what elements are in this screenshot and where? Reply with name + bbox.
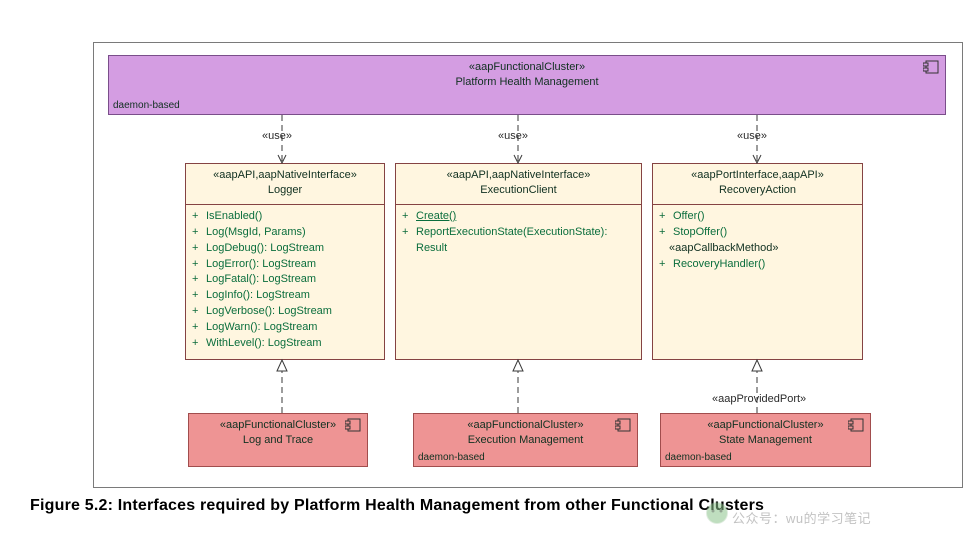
exec-mgmt-tag: daemon-based (418, 452, 485, 463)
state-mgmt-stereotype: «aapFunctionalCluster» (665, 418, 866, 433)
exec-client-header: «aapAPI,aapNativeInterface» ExecutionCli… (396, 164, 641, 205)
recovery-name: RecoveryAction (657, 183, 858, 198)
component-icon (615, 418, 631, 432)
state-mgmt-header: «aapFunctionalCluster» State Management (661, 414, 870, 454)
watermark-icon (706, 502, 728, 524)
component-icon (345, 418, 361, 432)
edge-label-use-3: «use» (737, 130, 767, 142)
state-mgmt-tag: daemon-based (665, 452, 732, 463)
node-recovery: «aapPortInterface,aapAPI» RecoveryAction… (652, 163, 863, 360)
recovery-stereotype: «aapPortInterface,aapAPI» (657, 168, 858, 183)
phm-stereotype: «aapFunctionalCluster» (113, 60, 941, 75)
exec-mgmt-stereotype: «aapFunctionalCluster» (418, 418, 633, 433)
node-state-mgmt: «aapFunctionalCluster» State Management … (660, 413, 871, 467)
node-logger: «aapAPI,aapNativeInterface» Logger +IsEn… (185, 163, 385, 360)
node-phm: «aapFunctionalCluster» Platform Health M… (108, 55, 946, 115)
node-log-trace: «aapFunctionalCluster» Log and Trace (188, 413, 368, 467)
log-trace-stereotype: «aapFunctionalCluster» (193, 418, 363, 433)
component-icon (923, 60, 939, 74)
node-exec-client: «aapAPI,aapNativeInterface» ExecutionCli… (395, 163, 642, 360)
edge-label-use-2: «use» (498, 130, 528, 142)
exec-client-name: ExecutionClient (400, 183, 637, 198)
exec-client-stereotype: «aapAPI,aapNativeInterface» (400, 168, 637, 183)
exec-mgmt-name: Execution Management (418, 433, 633, 448)
phm-name: Platform Health Management (113, 75, 941, 90)
edge-label-use-1: «use» (262, 130, 292, 142)
logger-stereotype: «aapAPI,aapNativeInterface» (190, 168, 380, 183)
logger-name: Logger (190, 183, 380, 198)
log-trace-name: Log and Trace (193, 433, 363, 448)
log-trace-header: «aapFunctionalCluster» Log and Trace (189, 414, 367, 454)
edge-label-providedport: «aapProvidedPort» (712, 393, 806, 405)
component-icon (848, 418, 864, 432)
logger-header: «aapAPI,aapNativeInterface» Logger (186, 164, 384, 205)
recovery-header: «aapPortInterface,aapAPI» RecoveryAction (653, 164, 862, 205)
logger-ops: +IsEnabled() +Log(MsgId, Params) +LogDeb… (186, 205, 384, 356)
watermark-text: 公众号：wu的学习笔记 (732, 508, 871, 527)
state-mgmt-name: State Management (665, 433, 866, 448)
exec-client-ops: +Create() +ReportExecutionState(Executio… (396, 205, 641, 261)
recovery-op-stereo: «aapCallbackMethod» (659, 241, 856, 257)
node-exec-mgmt: «aapFunctionalCluster» Execution Managem… (413, 413, 638, 467)
node-phm-header: «aapFunctionalCluster» Platform Health M… (109, 56, 945, 96)
phm-tag: daemon-based (113, 100, 180, 111)
recovery-ops: +Offer() +StopOffer() «aapCallbackMethod… (653, 205, 862, 277)
exec-mgmt-header: «aapFunctionalCluster» Execution Managem… (414, 414, 637, 454)
